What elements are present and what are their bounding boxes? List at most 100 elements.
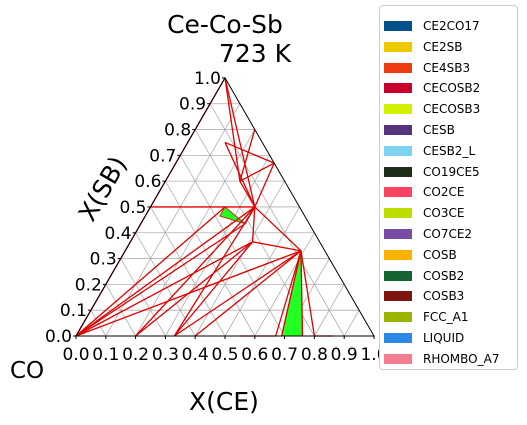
legend-swatch	[384, 333, 412, 343]
legend-swatch	[384, 208, 412, 219]
legend-label: CO3CE	[423, 206, 465, 221]
legend-swatch	[384, 41, 412, 52]
legend-label: CESB	[423, 123, 455, 137]
tie-line	[300, 250, 316, 337]
legend-swatch	[384, 270, 412, 281]
tie-line	[224, 141, 275, 164]
legend-label: CECOSB3	[423, 102, 481, 117]
grid-line	[120, 258, 166, 337]
legend-swatch	[384, 21, 412, 31]
left-tick-label: 0.8	[164, 121, 191, 141]
legend-item: COSB2	[384, 268, 464, 284]
legend-item: CE2SB	[384, 39, 462, 55]
grid-line	[254, 232, 315, 337]
legend-swatch	[384, 145, 412, 156]
legend-item: CO19CE5	[384, 164, 480, 180]
tie-line	[252, 241, 302, 252]
tie-line	[224, 77, 256, 208]
legend: CE2CO17 CE2SB CE4SB3 CECOSB2 CECOSB3 CESB CESB…	[379, 5, 518, 370]
left-tick-label: 0.1	[60, 301, 87, 321]
tie-line	[173, 241, 254, 337]
tie-line	[75, 223, 246, 337]
bottom-tick-labels: 0.0 0.1 0.2 0.3 0.4 0.5 0.6 0.7 0.8 0.9 1.0	[62, 336, 388, 365]
legend-item: COSB	[384, 247, 457, 263]
bottom-tick-label: 0.5	[211, 345, 238, 365]
bottom-tick-label: 0.6	[241, 345, 268, 365]
chart-title: Ce-Co-Sb	[167, 10, 283, 39]
legend-label: COSB2	[423, 268, 465, 283]
tie-line	[224, 142, 256, 208]
legend-item: CESB	[384, 122, 455, 138]
tie-line	[173, 206, 256, 337]
bottom-tick-label: 0.1	[92, 345, 119, 365]
legend-label: CO2CE	[423, 185, 465, 200]
legend-label: CE2SB	[423, 39, 463, 54]
corner-label-co: CO	[10, 358, 44, 384]
bottom-tick-label: 0.4	[182, 345, 209, 365]
legend-label: FCC_A1	[423, 310, 469, 325]
tie-line	[254, 206, 302, 252]
tie-line	[280, 250, 302, 337]
legend-item: CO7CE2	[384, 226, 472, 242]
grid-line	[314, 284, 345, 337]
bottom-tick-label: 0.3	[152, 345, 179, 365]
legend-label: CESB2_L	[423, 143, 476, 158]
legend-item: RHOMBO_A7	[384, 351, 499, 367]
bottom-axis-label: X(CE)	[189, 387, 259, 416]
legend-swatch	[384, 125, 412, 135]
legend-item: CO3CE	[384, 205, 464, 221]
legend-item: CE2CO17	[384, 18, 480, 34]
legend-swatch	[384, 291, 412, 302]
tie-line	[275, 250, 302, 337]
legend-item: COSB3	[384, 288, 464, 304]
legend-label: COSB	[423, 247, 457, 262]
legend-swatch	[384, 166, 412, 177]
grid-line	[105, 284, 136, 337]
grid-line	[209, 103, 345, 337]
tie-line	[75, 206, 226, 337]
legend-label: CE2CO17	[423, 19, 480, 33]
tie-line	[135, 241, 253, 337]
tie-line	[251, 206, 256, 242]
grid-line	[150, 206, 226, 337]
legend-label: CE4SB3	[423, 60, 471, 75]
tie-line	[224, 77, 241, 182]
legend-item: CE4SB3	[384, 60, 470, 76]
left-tick-label: 0.9	[179, 95, 206, 115]
bottom-tick-label: 0.2	[122, 345, 149, 365]
tie-line	[300, 250, 304, 337]
tie-line	[135, 206, 256, 337]
legend-item: LIQUID	[384, 330, 464, 346]
legend-swatch	[384, 229, 412, 239]
legend-label: CO7CE2	[423, 227, 473, 241]
tie-line	[239, 162, 275, 182]
legend-label: CECOSB2	[423, 81, 481, 96]
left-tick-label: 0.2	[75, 275, 102, 295]
bottom-tick-label: 0.0	[62, 345, 89, 365]
tie-line	[173, 250, 302, 337]
tie-line	[244, 206, 256, 225]
legend-swatch	[384, 249, 412, 260]
legend-item: FCC_A1	[384, 309, 469, 325]
left-tick-labels: 0.0 0.1 0.2 0.3 0.4 0.5 0.6 0.7 0.8 0.9 1.0	[45, 69, 225, 347]
grid-line	[343, 309, 360, 337]
left-tick-label: 0.4	[105, 224, 132, 244]
legend-swatch	[384, 312, 412, 323]
left-tick-label: 0.3	[90, 250, 117, 270]
left-tick-label: 1.0	[194, 69, 221, 89]
grid-line	[179, 155, 285, 337]
grid-line	[105, 103, 241, 337]
legend-label: COSB3	[423, 289, 465, 304]
legend-swatch	[384, 83, 412, 94]
legend-item: CECOSB2	[384, 80, 480, 96]
tie-line	[254, 162, 275, 208]
grid-line	[224, 206, 300, 337]
left-tick-label: 0.6	[134, 172, 161, 192]
two-phase-region	[219, 206, 246, 225]
legend-label: CO19CE5	[423, 164, 480, 179]
legend-swatch	[384, 62, 412, 73]
tie-line	[75, 206, 256, 337]
grid-line	[165, 155, 271, 337]
grid-line	[90, 309, 107, 337]
legend-item: CESB2_L	[384, 143, 475, 159]
